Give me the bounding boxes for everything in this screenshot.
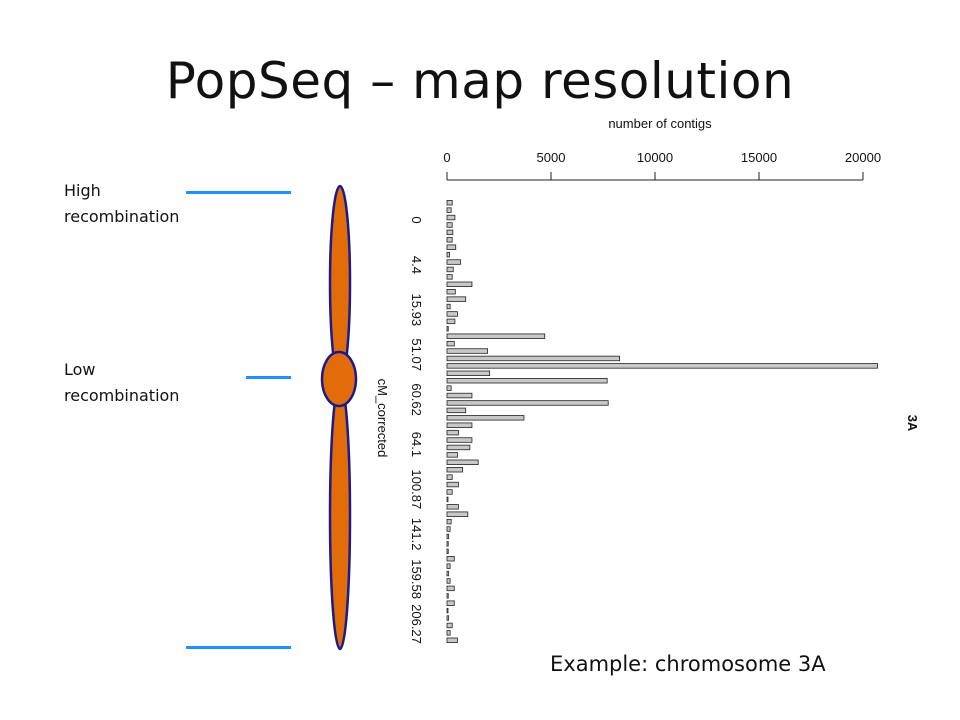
bar — [446, 489, 453, 495]
x-tick-label: 0 — [443, 150, 450, 165]
bar — [446, 630, 451, 636]
category-tick-label: 64.1 — [409, 432, 424, 457]
x-tick-label: 15000 — [741, 150, 777, 165]
bar-series — [446, 200, 878, 643]
bar — [446, 437, 473, 443]
bar — [446, 615, 450, 621]
bar — [446, 326, 449, 332]
bar — [446, 452, 458, 458]
bottom-marker-line — [186, 646, 291, 649]
bar — [446, 296, 467, 302]
bar — [446, 311, 458, 317]
bar — [446, 481, 459, 488]
bar — [446, 541, 449, 547]
bar — [446, 600, 455, 606]
x-tick-label: 5000 — [537, 150, 566, 165]
bar — [446, 244, 457, 250]
category-tick-label: 4.4 — [409, 256, 424, 274]
bar — [446, 511, 469, 517]
bar — [446, 251, 450, 258]
chromosome-diagram — [320, 184, 358, 651]
bar — [446, 467, 464, 473]
bar — [446, 303, 451, 310]
category-tick-label: 15.93 — [409, 294, 424, 327]
slide-title: PopSeq – map resolution — [165, 52, 795, 110]
bar — [446, 237, 453, 243]
high-recombination-label: High recombination — [64, 181, 180, 226]
category-tick-labels: 0 4.4 15.93 51.07 60.62 64.1 100.87 141.2 159.58… — [409, 216, 424, 644]
category-tick-label: 100.87 — [409, 469, 424, 509]
category-tick-label: 159.58 — [409, 559, 424, 599]
bar — [446, 318, 456, 325]
bar — [446, 593, 449, 599]
bar — [446, 281, 473, 287]
top-axis-label: number of contigs — [608, 116, 712, 131]
bar — [446, 415, 525, 421]
bar — [446, 496, 449, 503]
category-tick-label: 141.2 — [409, 518, 424, 551]
bar — [446, 355, 621, 362]
high-recombination-marker-line — [186, 191, 291, 194]
bar — [446, 392, 473, 399]
bar — [446, 274, 453, 280]
bar — [446, 518, 452, 525]
chromosome-lower-arm — [328, 381, 352, 651]
bar — [446, 378, 608, 384]
category-tick-label: 0 — [409, 216, 424, 223]
bar — [446, 526, 451, 532]
bar — [446, 400, 609, 406]
bar — [446, 363, 878, 369]
chromosome-centromere — [320, 350, 358, 408]
bar — [446, 385, 452, 391]
example-caption: Example: chromosome 3A — [550, 652, 826, 676]
x-tick-label: 20000 — [845, 150, 881, 165]
panel-label: 3A — [905, 415, 920, 432]
bar — [446, 578, 451, 584]
category-tick-label: 206.27 — [409, 604, 424, 644]
bar — [446, 370, 491, 376]
category-tick-label: 51.07 — [409, 338, 424, 371]
bar — [446, 289, 456, 295]
category-axis-label: cM_corrected — [375, 379, 390, 458]
bar — [446, 556, 455, 562]
bar — [446, 570, 450, 577]
bar — [446, 548, 449, 554]
bar — [446, 340, 455, 347]
bar — [446, 214, 456, 221]
bar — [446, 259, 461, 265]
bar — [446, 474, 453, 480]
bar — [446, 422, 473, 428]
bar — [446, 407, 467, 414]
bar — [446, 504, 459, 510]
bar — [446, 207, 452, 213]
low-recombination-label: Low recombination — [64, 360, 180, 405]
bar — [446, 533, 450, 540]
top-axis-ticks: 0 5000 10000 15000 20000 — [443, 150, 881, 180]
bar — [446, 585, 455, 592]
bar — [446, 222, 453, 228]
low-recombination-marker-line — [246, 376, 291, 379]
category-tick-label: 60.62 — [409, 383, 424, 416]
bar — [446, 637, 458, 643]
x-tick-label: 10000 — [637, 150, 673, 165]
bar — [446, 333, 546, 339]
bar — [446, 348, 488, 354]
bar — [446, 200, 453, 206]
bar — [446, 266, 454, 273]
bar — [446, 459, 479, 465]
bar — [446, 622, 453, 629]
bar — [446, 444, 471, 451]
bar — [446, 229, 454, 236]
bar — [446, 429, 459, 436]
bar — [446, 607, 449, 614]
bar — [446, 563, 451, 569]
